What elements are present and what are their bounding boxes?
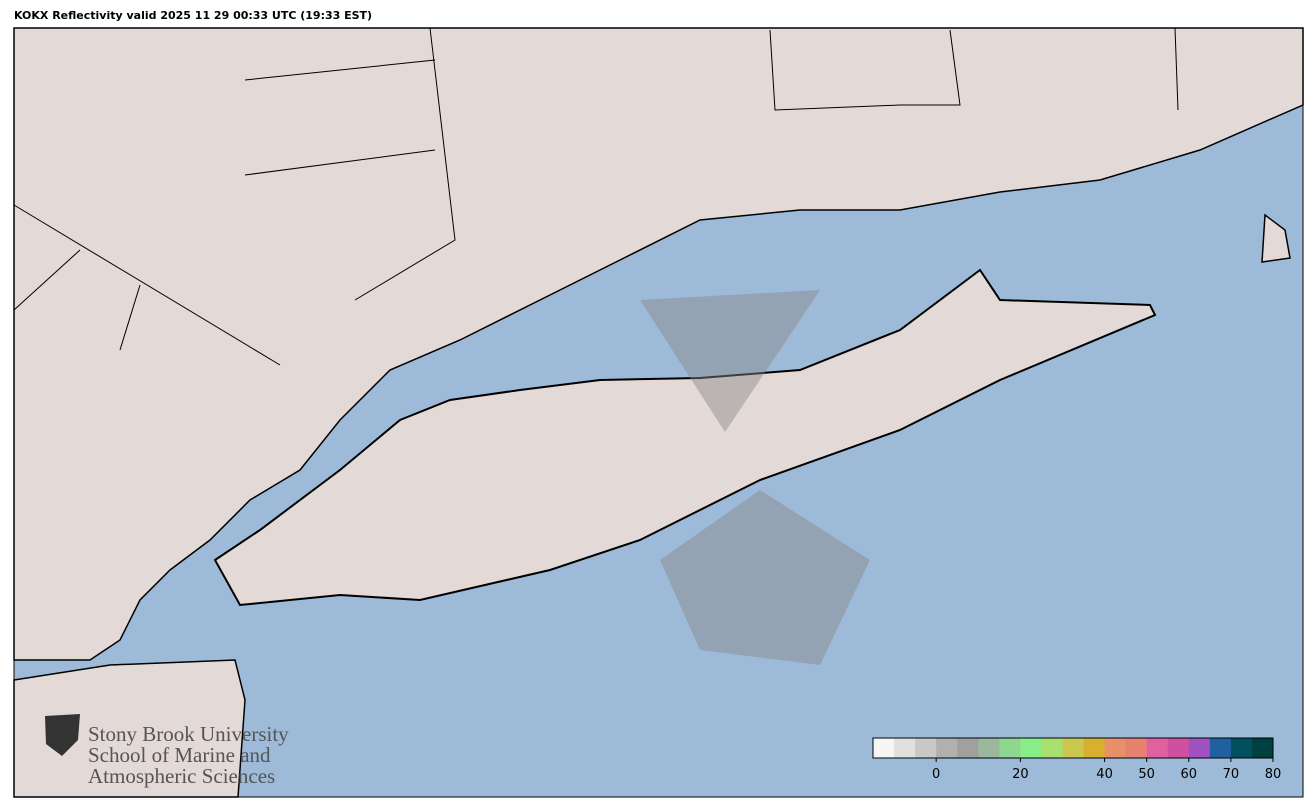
map-frame [13,27,1304,798]
map-title: KOKX Reflectivity valid 2025 11 29 00:33… [14,9,372,22]
colorbar-swatch [1209,738,1232,758]
island [1261,213,1291,263]
logo-text: Atmospheric Sciences [88,764,275,788]
colorbar-tick-label: 80 [1265,767,1282,782]
colorbar-swatch [1167,738,1190,758]
colorbar-swatch [1062,738,1085,758]
echo-area [660,490,870,665]
colorbar-tick-label: 50 [1138,767,1155,782]
map [13,27,1304,798]
borders [13,27,1179,366]
colorbar-swatch [957,738,979,758]
colorbar-swatch [978,738,1000,758]
colorbar-swatch [915,738,937,758]
colorbar-swatch [1146,738,1169,758]
colorbar-swatch [936,738,958,758]
colorbar-swatch [999,738,1021,758]
logo-text: Stony Brook University [88,722,289,746]
colorbar-frame [872,737,1274,759]
colorbar-swatch [1041,738,1063,758]
colorbar-swatch [1104,738,1127,758]
colorbar-swatch [1188,738,1211,758]
colorbar-swatch [873,738,895,758]
colorbar-tick-label: 40 [1096,767,1113,782]
logo-text: School of Marine and [88,743,271,767]
colorbar-swatch [1230,738,1253,758]
colorbar-tick-label: 60 [1181,767,1198,782]
logo-shield [45,714,80,756]
colorbar-swatch [1020,738,1042,758]
colorbar-tick-label: 0 [932,767,940,782]
long-island [213,268,1157,607]
logo: Stony Brook University School of Marine … [45,714,289,788]
mainland [13,27,1304,661]
echo-area [640,290,820,432]
colorbar-tick-label: 20 [1012,767,1029,782]
colorbar-swatch [1125,738,1148,758]
colorbar-tick-label: 70 [1223,767,1240,782]
colorbar-swatch [894,738,916,758]
colorbar: 0 20 40 50 60 70 80 [872,737,1282,782]
colorbar-swatch [1083,738,1106,758]
colorbar-swatch [1251,738,1274,758]
